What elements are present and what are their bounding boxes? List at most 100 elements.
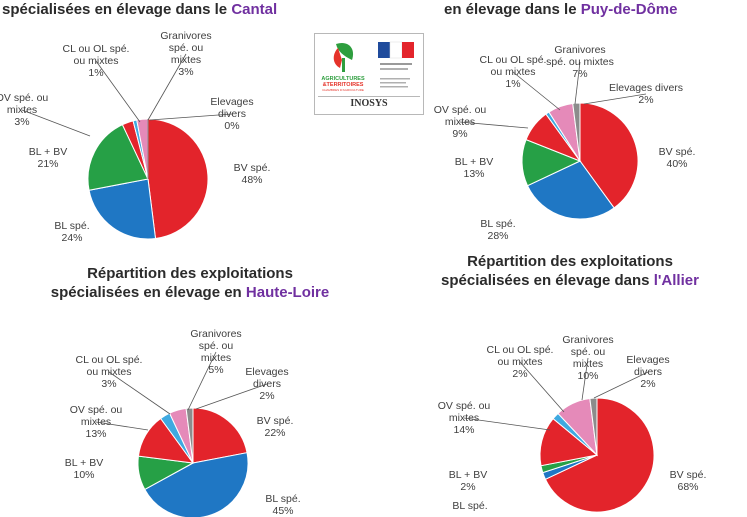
chart-title-allier: Répartition des exploitations spécialisé… — [441, 253, 699, 289]
pie-label-line: 3% — [101, 378, 117, 390]
agricultures-territoires-logo: AGRICULTURES &TERRITOIRES CHAMBRES D'AGR… — [318, 38, 368, 96]
pie-label: BV spé. 40% — [659, 146, 696, 170]
leader-line — [593, 371, 649, 399]
pie-label-line: BL spé. — [480, 218, 516, 230]
pie-label-line: mixtes — [6, 104, 38, 116]
pie-label-line: 40% — [666, 158, 688, 170]
pie-label-line: CL ou OL spé. — [486, 344, 554, 356]
pie-label-line: Elevages — [245, 366, 289, 378]
leader-line — [187, 351, 217, 411]
pie-label-line: 14% — [453, 424, 475, 436]
pie-label-line: OV spé. ou — [0, 92, 49, 104]
pie-label-line: spé. ou mixtes — [546, 56, 614, 68]
pie-label-line: 24% — [61, 232, 83, 244]
pie-label-line: ou mixtes — [73, 55, 119, 67]
pie-label-line: Elevages — [210, 96, 254, 108]
pie-label: BL spé. — [452, 500, 487, 512]
pie-label-line: spé. ou — [570, 346, 606, 358]
pie-label: CL ou OL spé. ou mixtes 2% — [487, 344, 554, 380]
leader-line — [108, 371, 171, 415]
pie-label-line: 28% — [487, 230, 509, 242]
leader-line — [459, 121, 529, 129]
pie-label: BL spé. 45% — [265, 493, 300, 517]
pie-label-line: OV spé. ou — [69, 404, 123, 416]
pie-label-line: 10% — [577, 370, 599, 382]
leader-line — [583, 93, 647, 105]
pie-label-line: 3% — [178, 66, 194, 78]
pie-label-line: OV spé. ou — [437, 400, 491, 412]
pie-slice-bv-sp — [579, 102, 639, 209]
pie-label-line: ou mixtes — [490, 66, 536, 78]
pie-label: Granivores spé. ou mixtes 5% — [190, 328, 241, 376]
pie-label-line: mixtes — [572, 358, 604, 370]
pie-label-line: BV spé. — [669, 469, 707, 481]
pie-label-line: 68% — [677, 481, 699, 493]
pie-label: BL + BV 2% — [449, 469, 487, 493]
pie-slice-elevages-divers — [589, 397, 598, 456]
pie-label-line: 0% — [224, 120, 240, 132]
republique-francaise-logo — [372, 38, 420, 96]
pie-label: Granivores spé. ou mixtes 7% — [546, 44, 614, 80]
leader-line — [95, 60, 141, 123]
pie-label: CL ou OL spé. ou mixtes 3% — [76, 354, 143, 390]
svg-text:&TERRITOIRES: &TERRITOIRES — [323, 82, 364, 88]
leader-line — [519, 361, 565, 413]
leader-line — [581, 357, 589, 401]
pie-label-line: Elevages divers — [608, 82, 684, 94]
pie-label: Elevages divers 0% — [210, 96, 253, 132]
pie-label-line: spé. ou — [198, 340, 234, 352]
leader-line — [21, 109, 91, 137]
pie-slice-bl-bv — [87, 124, 149, 191]
pie-label-line: 5% — [208, 364, 224, 376]
pie-slice-elevages-divers — [572, 102, 581, 162]
chart-title-cantal: spécialisées en élevage dans le Cantal — [2, 1, 278, 18]
pie-label-line: divers — [252, 378, 282, 390]
pie-label: BV spé. 48% — [234, 162, 271, 186]
pie-label-line: Granivores — [190, 328, 242, 340]
pie-label-line: CL ou OL spé. — [479, 54, 547, 66]
pie-label-line: 9% — [452, 128, 468, 140]
pie-label-line: OV spé. ou — [433, 104, 487, 116]
pie-label-line: 1% — [505, 78, 521, 90]
leader-line — [147, 53, 187, 121]
pie-label-line: 22% — [264, 427, 286, 439]
pie-slice-bl-sp — [526, 160, 615, 220]
pie-label-line: 10% — [73, 469, 95, 481]
pie-label-line: 45% — [272, 505, 294, 517]
pie-label: OV spé. ou mixtes 13% — [70, 404, 123, 440]
leader-line — [574, 61, 581, 105]
pie-slice-bv-sp — [147, 118, 209, 240]
pie-label: OV spé. ou mixtes 3% — [0, 92, 48, 128]
pie-label-line: Granivores — [554, 44, 606, 56]
pie-label: Elevages divers 2% — [245, 366, 288, 402]
flag-marianne-icon — [378, 41, 414, 88]
pie-label: OV spé. ou mixtes 9% — [434, 104, 487, 140]
leader-line — [95, 421, 149, 431]
pie-label-line: CL ou OL spé. — [75, 354, 143, 366]
svg-text:CHAMBRES D'AGRICULTURE: CHAMBRES D'AGRICULTURE — [322, 88, 364, 92]
pie-label: Elevages divers 2% — [626, 354, 669, 390]
pie-label-line: spé. ou — [168, 42, 204, 54]
leaf-emblem-icon: AGRICULTURES &TERRITOIRES CHAMBRES D'AGR… — [321, 42, 365, 92]
pie-label-line: 2% — [259, 390, 275, 402]
pie-label-line: Granivores — [160, 30, 212, 42]
pie-label-line: BL + BV — [454, 156, 494, 168]
pie-label-line: divers — [633, 366, 663, 378]
pie-label-line: BV spé. — [658, 146, 696, 158]
pie-label-line: BL spé. — [54, 220, 90, 232]
pie-label-line: 2% — [512, 368, 528, 380]
pie-label-line: CL ou OL spé. — [62, 43, 130, 55]
chart-title-haute-loire: Répartition des exploitations spécialisé… — [50, 265, 330, 301]
leader-line — [195, 383, 268, 410]
leader-line — [512, 71, 561, 111]
pie-label-line: mixtes — [200, 352, 232, 364]
pie-label: Granivores spé. ou mixtes 3% — [160, 30, 211, 78]
pie-label: BL spé. 28% — [480, 218, 515, 242]
pie-label-line: 13% — [463, 168, 485, 180]
pie-label-line: BV spé. — [233, 162, 271, 174]
pie-label: Elevages divers 2% — [609, 82, 683, 106]
